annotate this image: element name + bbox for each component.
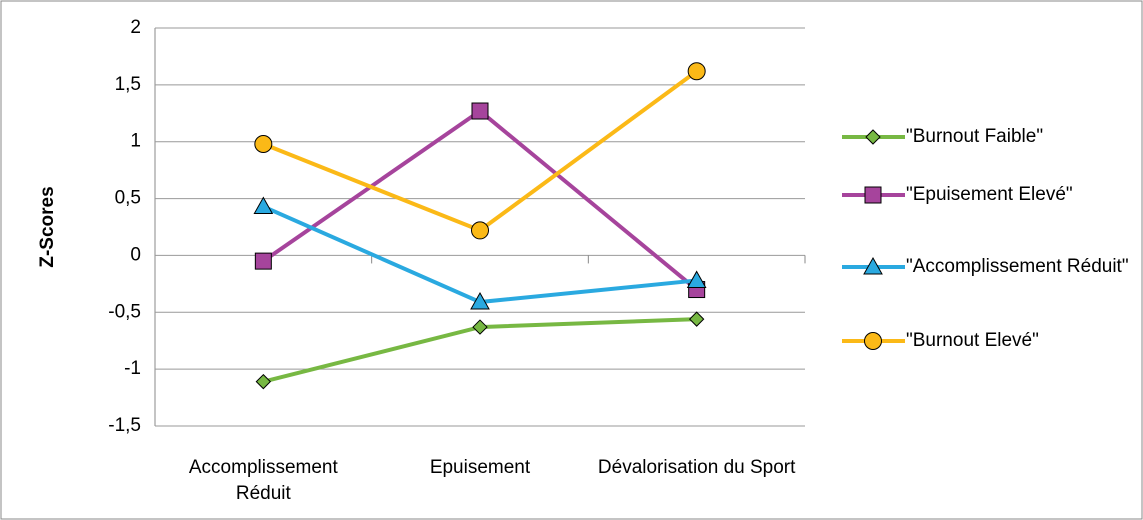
legend-label: "Accomplissement Réduit" [906,256,1129,277]
y-tick-label: 0,5 [115,188,141,209]
y-axis-label: Z-Scores [37,186,58,267]
legend-label: "Burnout Faible" [906,126,1044,147]
legend-label: "Burnout Elevé" [906,330,1039,351]
marker [471,221,489,240]
y-tick-label: 2 [130,17,141,38]
legend-label: "Epuisement Elevé" [906,184,1073,205]
marker [864,332,882,350]
marker [864,186,882,204]
y-tick-label: -1 [124,358,141,379]
y-tick-label: 0 [130,244,141,265]
marker [687,62,706,81]
marker [255,373,272,390]
marker [686,270,707,288]
y-tick-label: 1 [130,131,141,152]
marker [471,102,489,120]
marker [472,319,488,335]
marker [254,252,272,270]
marker [688,311,705,327]
x-tick-label: Epuisement [429,457,531,478]
y-tick-label: -1,5 [108,415,141,436]
marker [865,129,881,145]
y-tick-label: 1,5 [115,74,141,95]
marker [470,292,490,310]
marker [253,196,274,215]
y-tick-label: -0,5 [108,301,141,322]
x-tick-label: Accomplissement Réduit [188,457,338,504]
marker [254,134,273,153]
x-tick-label: Dévalorisation du Sport [597,457,796,478]
marker [863,256,883,275]
